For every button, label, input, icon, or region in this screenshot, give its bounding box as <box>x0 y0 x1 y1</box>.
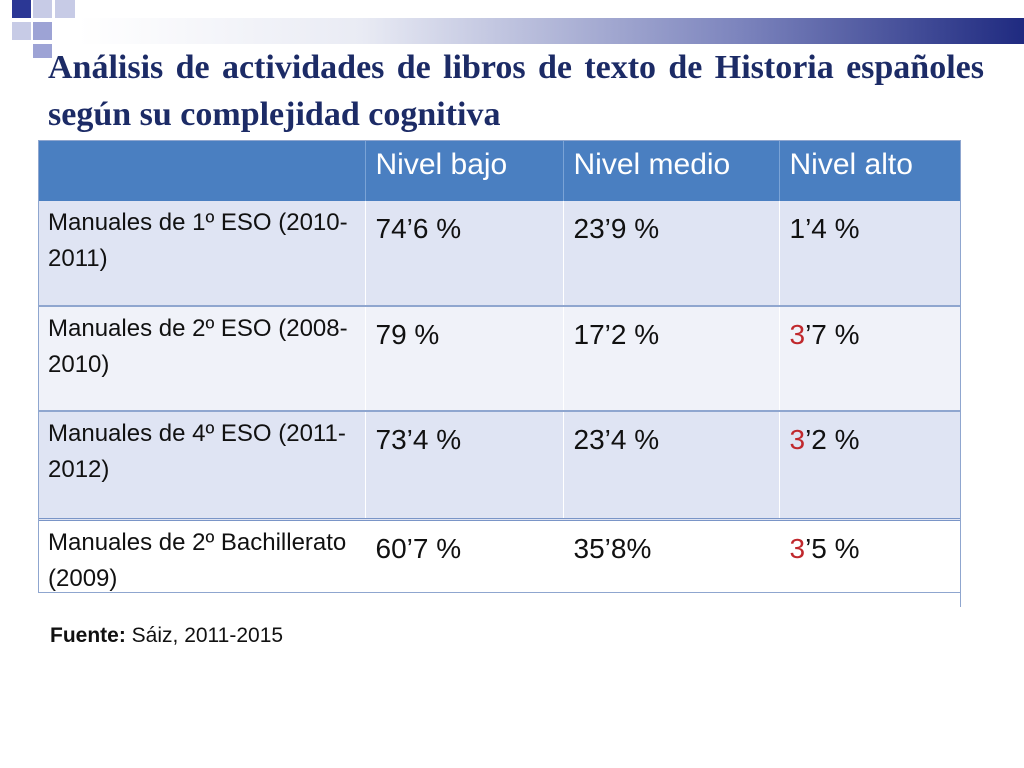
table-row: Manuales de 1º ESO (2010-2011) 74’6 % 23… <box>38 201 961 307</box>
cell-nivel-bajo: 79 % <box>365 306 564 412</box>
source-note: Fuente: Sáiz, 2011-2015 <box>50 624 283 648</box>
complexity-table: Nivel bajo Nivel medio Nivel alto Manual… <box>38 140 961 607</box>
cell-nivel-alto: 3’5 % <box>779 519 961 607</box>
decor-square <box>12 22 31 40</box>
header-nivel-alto: Nivel alto <box>779 140 960 201</box>
table-row: Manuales de 2º ESO (2008-2010) 79 % 17’2… <box>38 306 961 412</box>
header-nivel-bajo: Nivel bajo <box>365 140 564 201</box>
table-row: Manuales de 4º ESO (2011-2012) 73’4 % 23… <box>38 411 961 521</box>
decor-square <box>33 0 52 18</box>
cell-nivel-medio: 23’9 % <box>563 201 780 307</box>
cell-highlight-digit: 3 <box>789 533 806 564</box>
cell-nivel-bajo: 73’4 % <box>365 411 564 521</box>
header-gradient-bar <box>78 18 1024 44</box>
decor-square <box>33 22 52 40</box>
decor-square <box>33 44 52 58</box>
row-label: Manuales de 4º ESO (2011-2012) <box>38 411 366 521</box>
source-label: Fuente: <box>50 624 126 647</box>
row-label: Manuales de 2º ESO (2008-2010) <box>38 306 366 412</box>
cell-rest: ’7 % <box>805 319 860 350</box>
cell-nivel-alto: 1’4 % <box>779 201 961 307</box>
row-label: Manuales de 2º Bachillerato (2009) <box>38 519 366 607</box>
decor-square <box>12 0 31 18</box>
cell-highlight-digit: 3 <box>789 424 806 455</box>
table-header-row: Nivel bajo Nivel medio Nivel alto <box>38 140 960 201</box>
header-empty <box>38 140 366 201</box>
source-text: Sáiz, 2011-2015 <box>131 624 284 647</box>
cell-highlight-digit: 3 <box>789 319 806 350</box>
row-label: Manuales de 1º ESO (2010-2011) <box>38 201 366 307</box>
cell-rest: ’5 % <box>805 533 860 564</box>
header-nivel-medio: Nivel medio <box>563 140 780 201</box>
decor-square <box>55 0 75 18</box>
cell-nivel-medio: 35’8% <box>563 519 780 607</box>
cell-rest: ’2 % <box>805 424 860 455</box>
cell-nivel-medio: 23’4 % <box>563 411 780 521</box>
cell-nivel-alto: 3’7 % <box>779 306 961 412</box>
table-row: Manuales de 2º Bachillerato (2009) 60’7 … <box>38 519 961 607</box>
cell-nivel-alto: 3’2 % <box>779 411 961 521</box>
cell-nivel-medio: 17’2 % <box>563 306 780 412</box>
slide-title: Análisis de actividades de libros de tex… <box>48 49 984 133</box>
cell-nivel-bajo: 74’6 % <box>365 201 564 307</box>
cell-nivel-bajo: 60’7 % <box>365 519 564 607</box>
